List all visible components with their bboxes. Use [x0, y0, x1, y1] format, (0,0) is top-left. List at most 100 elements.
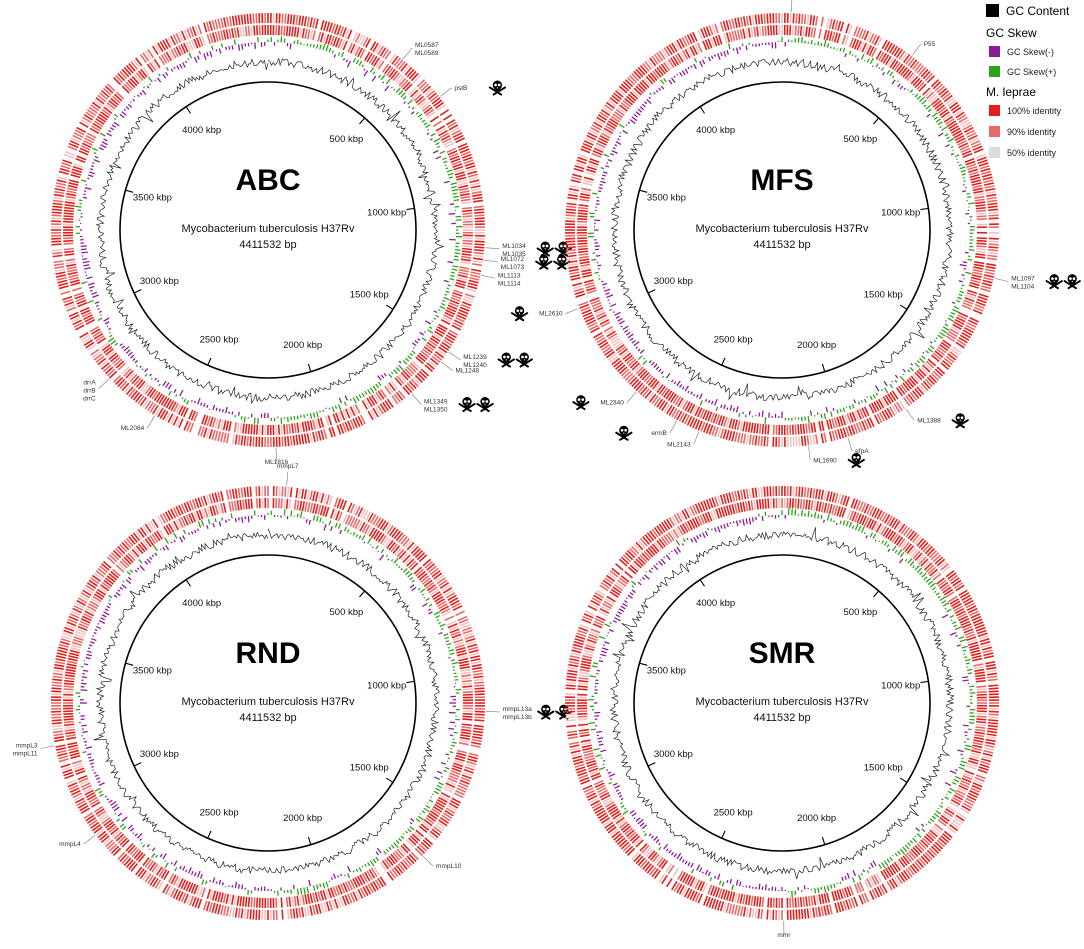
- gc-skew-track: [75, 509, 462, 896]
- scale-tick: [721, 357, 726, 366]
- gene-label: mmpL4: [59, 841, 81, 848]
- scale-tick-label: 3000 kbp: [140, 276, 179, 287]
- scale-tick-label: 3000 kbp: [140, 749, 179, 760]
- scale-tick-label: 3500 kbp: [133, 666, 172, 677]
- gene-leader-line: [485, 247, 500, 250]
- skull-and-crossbones-icon: [476, 396, 495, 413]
- scale-tick-label: 4000 kbp: [182, 598, 221, 609]
- gene-leader-line: [483, 259, 498, 263]
- gene-leader-line: [481, 275, 495, 279]
- genome-size: 4411532 bp: [753, 239, 810, 251]
- gene-leader-line: [286, 471, 289, 486]
- gene-label: ML1349: [424, 398, 448, 405]
- gene-annotation: mmpL4: [59, 835, 96, 848]
- transporter-family-title: MFS: [750, 164, 813, 197]
- gene-annotation: ML1816: [265, 447, 289, 466]
- scale-tick-label: 2500 kbp: [714, 808, 753, 819]
- gene-leader-line: [485, 711, 500, 713]
- scale-tick: [639, 662, 648, 666]
- gene-label: ML1097: [1011, 275, 1035, 282]
- gene-label: drrB: [83, 388, 95, 395]
- gene-label: ML1816: [265, 459, 289, 466]
- gc-content-track: [609, 527, 955, 880]
- scale-tick-label: 3500 kbp: [647, 666, 686, 677]
- organism-name: Mycobacterium tuberculosis H37Rv: [695, 696, 869, 708]
- gene-annotation: ML0027: [791, 0, 793, 13]
- circular-map-rnd: 500 kbp 1000 kbp 1500 kbp 2000 kbp 2500 kbp 3…: [13, 463, 573, 920]
- scale-tick-label: 2500 kbp: [714, 335, 753, 346]
- skull-and-crossbones-icon: [497, 352, 516, 368]
- scale-tick: [699, 579, 706, 587]
- scale-tick-label: 500 kbp: [330, 607, 364, 618]
- leprae-identity-track: [51, 486, 485, 920]
- gene-label: mmpL7: [277, 463, 299, 470]
- gene-leader-line: [847, 437, 853, 452]
- legend-title-gc-content: GC Content: [1006, 4, 1070, 18]
- gene-leader-line: [403, 47, 413, 60]
- scale-tick: [385, 304, 394, 310]
- gene-label: ML2084: [121, 425, 145, 432]
- gene-leader-line: [40, 745, 55, 749]
- gene-leader-line: [422, 855, 434, 867]
- legend-label-gc-skew-negative: GC Skew(-): [1007, 47, 1054, 57]
- scale-tick: [207, 357, 212, 366]
- genome-backbone: [119, 554, 417, 852]
- gc-content-track: [610, 58, 954, 402]
- gene-annotation: ML2143: [667, 431, 700, 449]
- gene-leader-line: [791, 0, 793, 13]
- gc-content-track: [93, 528, 440, 874]
- scale-tick-label: 4000 kbp: [696, 598, 735, 609]
- leprae-identity-track: [565, 486, 999, 920]
- gene-label: ML1035: [502, 251, 526, 258]
- genome-size: 4411532 bp: [239, 712, 296, 724]
- skull-and-crossbones-icon: [536, 241, 555, 257]
- legend: GC Content GC Skew GC Skew(-) GC Skew(+)…: [986, 4, 1070, 158]
- gene-leader-line: [411, 393, 422, 405]
- circular-map-mfs: 500 kbp 1000 kbp 1500 kbp 2000 kbp 2500 kbp 3…: [510, 0, 1082, 469]
- leprae-identity-track: [51, 13, 485, 447]
- gene-annotation: ML2084: [121, 416, 155, 432]
- skull-and-crossbones-icon: [571, 395, 590, 411]
- gene-leader-line: [905, 408, 915, 421]
- gene-label: drrA: [83, 380, 96, 387]
- gene-label: ML1072: [501, 256, 525, 263]
- gene-label: ermB: [651, 430, 667, 437]
- genome-size: 4411532 bp: [753, 712, 810, 724]
- gene-annotation: ML2610: [510, 306, 579, 322]
- skull-and-crossbones-icon: [488, 80, 507, 96]
- organism-name: Mycobacterium tuberculosis H37Rv: [181, 696, 355, 708]
- scale-tick-label: 1000 kbp: [881, 207, 920, 218]
- scale-tick: [647, 289, 656, 294]
- scale-tick-label: 2000 kbp: [797, 340, 836, 351]
- legend-swatch-gc-skew-negative: [989, 46, 1000, 57]
- scale-tick: [899, 777, 908, 783]
- skull-and-crossbones-icon: [510, 306, 529, 322]
- scale-tick: [307, 836, 312, 845]
- scale-tick-label: 500 kbp: [844, 607, 878, 618]
- gene-leader-line: [808, 446, 811, 461]
- gene-label: ML1690: [813, 457, 837, 464]
- gene-annotation: mmpL7: [277, 463, 299, 486]
- scale-tick-label: 500 kbp: [844, 134, 878, 145]
- scale-tick: [125, 189, 134, 193]
- gc-skew-track: [587, 36, 975, 424]
- gc-skew-track: [587, 508, 976, 898]
- scale-tick: [639, 189, 648, 193]
- scale-tick: [699, 106, 706, 114]
- gene-annotation: ML1388: [905, 408, 970, 429]
- genome-backbone: [633, 554, 931, 852]
- gene-label: ML2610: [539, 311, 563, 318]
- gene-leader-line: [448, 351, 461, 361]
- scale-tick-label: 1500 kbp: [864, 289, 903, 300]
- legend-swatch-identity-90: [989, 126, 1000, 137]
- scale-tick-label: 1000 kbp: [881, 680, 920, 691]
- gene-leader-line: [147, 416, 155, 429]
- scale-tick: [406, 207, 415, 211]
- genome-size: 4411532 bp: [239, 239, 296, 251]
